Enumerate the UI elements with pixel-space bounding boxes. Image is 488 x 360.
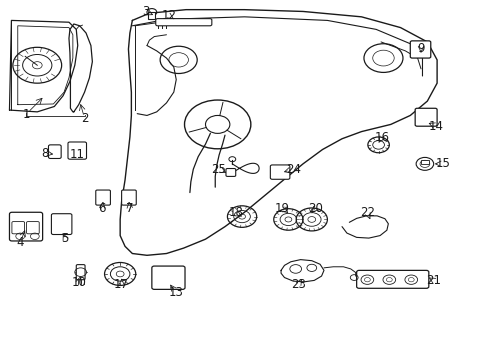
Text: 5: 5 xyxy=(61,231,69,244)
FancyBboxPatch shape xyxy=(48,145,61,158)
FancyBboxPatch shape xyxy=(356,270,428,288)
Text: 3: 3 xyxy=(142,5,149,18)
Text: 9: 9 xyxy=(416,41,424,54)
Text: 6: 6 xyxy=(98,202,105,215)
Text: 22: 22 xyxy=(359,207,374,220)
Text: 8: 8 xyxy=(41,147,48,159)
FancyBboxPatch shape xyxy=(68,142,86,159)
Text: 20: 20 xyxy=(307,202,322,215)
FancyBboxPatch shape xyxy=(51,214,72,234)
Text: 7: 7 xyxy=(126,202,133,215)
Text: 4: 4 xyxy=(17,236,24,249)
FancyBboxPatch shape xyxy=(414,108,436,126)
Bar xyxy=(148,12,155,19)
Text: 16: 16 xyxy=(374,131,389,144)
Bar xyxy=(420,160,428,164)
FancyBboxPatch shape xyxy=(76,265,85,280)
FancyBboxPatch shape xyxy=(122,190,136,205)
Text: 15: 15 xyxy=(435,157,450,170)
FancyBboxPatch shape xyxy=(152,266,184,289)
Text: 10: 10 xyxy=(71,276,86,289)
Text: 21: 21 xyxy=(426,274,440,287)
Text: 18: 18 xyxy=(228,207,243,220)
Text: 14: 14 xyxy=(428,120,443,133)
FancyBboxPatch shape xyxy=(225,168,235,176)
Text: 17: 17 xyxy=(114,278,129,291)
FancyBboxPatch shape xyxy=(96,190,110,205)
Text: 12: 12 xyxy=(161,9,176,22)
FancyBboxPatch shape xyxy=(12,222,24,234)
FancyBboxPatch shape xyxy=(26,222,39,234)
FancyBboxPatch shape xyxy=(409,41,430,58)
FancyBboxPatch shape xyxy=(156,19,211,26)
Text: 13: 13 xyxy=(168,287,183,300)
Text: 19: 19 xyxy=(274,202,289,215)
FancyBboxPatch shape xyxy=(270,165,289,179)
Text: 24: 24 xyxy=(285,163,300,176)
Text: 11: 11 xyxy=(70,148,84,161)
Text: 25: 25 xyxy=(211,163,225,176)
Text: 2: 2 xyxy=(81,112,88,125)
Text: 1: 1 xyxy=(22,108,30,121)
FancyBboxPatch shape xyxy=(9,212,42,241)
Text: 23: 23 xyxy=(290,278,305,291)
